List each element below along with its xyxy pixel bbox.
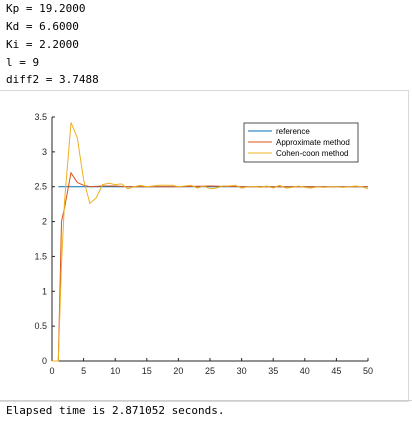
y-tick-label: 3.5	[34, 112, 47, 122]
console-line-ki: Ki = 2.2000	[6, 38, 79, 51]
y-tick-label: 1	[42, 286, 47, 296]
x-tick-label: 50	[363, 366, 373, 376]
console-line-diff2: diff2 = 3.7488	[6, 73, 99, 86]
y-tick-label: 3	[42, 147, 47, 157]
console-separator	[0, 400, 412, 401]
y-tick-label: 1.5	[34, 251, 47, 261]
console-line-l: l = 9	[6, 56, 40, 69]
x-tick-label: 45	[331, 366, 341, 376]
console-elapsed-time: Elapsed time is 2.871052 seconds.	[6, 404, 225, 417]
x-tick-label: 10	[110, 366, 120, 376]
y-tick-label: 2.5	[34, 182, 47, 192]
console-line-kd: Kd = 6.6000	[6, 20, 79, 33]
series-line-3	[52, 122, 369, 362]
x-tick-label: 25	[205, 366, 215, 376]
legend-label: Approximate method	[276, 138, 350, 147]
y-tick-label: 0.5	[34, 321, 47, 331]
figure-panel: 0 5 10 15 20 25 30 35 40 45 50 0 0.5 1 1.5 2 2.5 3 3.5 ref…	[0, 90, 409, 402]
x-tick-label: 20	[173, 366, 183, 376]
y-tick-label: 0	[42, 356, 47, 366]
y-tick-label: 2	[42, 217, 47, 227]
series-line-2	[52, 171, 368, 362]
x-tick-label: 0	[49, 366, 54, 376]
x-tick-label: 5	[81, 366, 86, 376]
x-tick-label: 30	[237, 366, 247, 376]
console-line-kp: Kp = 19.2000	[6, 2, 86, 15]
x-tick-label: 35	[268, 366, 278, 376]
x-tick-label: 15	[142, 366, 152, 376]
x-tick-label: 40	[300, 366, 310, 376]
line-chart: 0 5 10 15 20 25 30 35 40 45 50 0 0.5 1 1.5 2 2.5 3 3.5 ref…	[34, 112, 373, 376]
legend-label: reference	[276, 127, 310, 136]
legend-label: Cohen-coon method	[276, 149, 349, 158]
